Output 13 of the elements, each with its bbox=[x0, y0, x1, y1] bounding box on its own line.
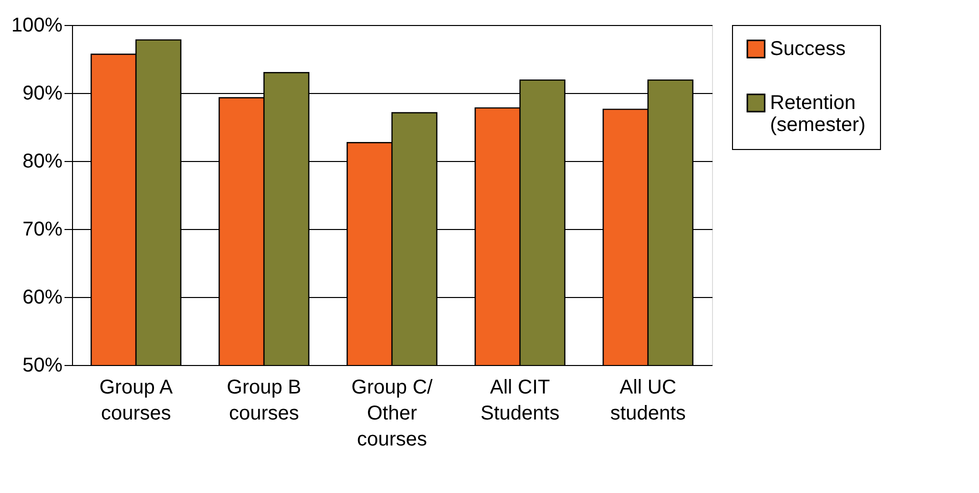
x-tick-label: Group B courses bbox=[226, 376, 302, 424]
x-tick-label: Group A courses bbox=[99, 376, 174, 424]
x-tick-label: All CIT Students bbox=[480, 376, 560, 424]
legend-label: Success bbox=[770, 38, 846, 60]
y-tick-label: 60% bbox=[22, 286, 63, 308]
y-tick-label: 80% bbox=[22, 150, 63, 172]
legend-label: Retention (semester) bbox=[770, 92, 866, 136]
y-tick-label: 100% bbox=[11, 14, 63, 36]
x-tick-label: All UC students bbox=[610, 376, 686, 424]
y-tick-label: 70% bbox=[22, 218, 63, 240]
y-tick-label: 50% bbox=[22, 354, 63, 376]
y-tick-label: 90% bbox=[22, 82, 63, 104]
x-tick-label: Group C/ Other courses bbox=[351, 376, 434, 450]
